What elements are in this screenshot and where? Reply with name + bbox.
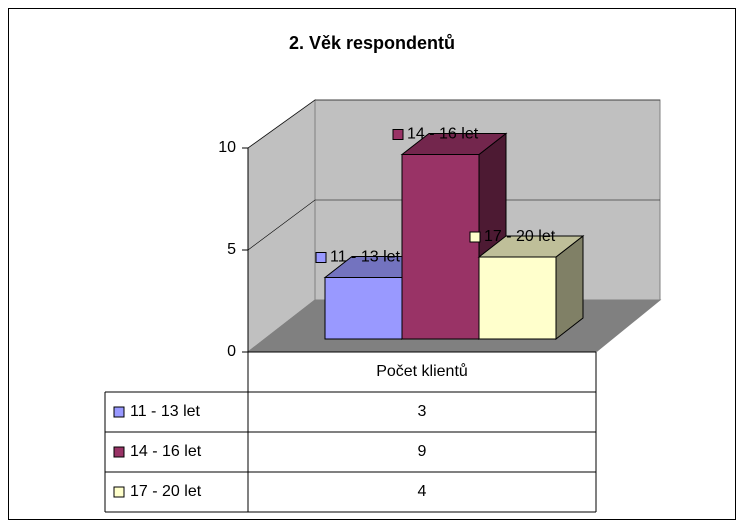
x-tick-label: Počet klientů	[376, 362, 468, 380]
chart-title: 2. Věk respondentů	[289, 33, 455, 53]
grid-line	[247, 199, 660, 251]
y-tick-label: 0	[227, 343, 236, 360]
bar	[400, 132, 508, 341]
data-label: 11 - 13 let	[330, 249, 401, 266]
y-tick-label: 10	[218, 139, 236, 156]
bar-front	[478, 256, 557, 340]
legend-key	[113, 406, 125, 418]
legend-label: 14 - 16 let	[130, 443, 202, 460]
legend-key	[113, 486, 125, 498]
data-label: 17 - 20 let	[484, 228, 556, 245]
bar-front	[401, 154, 480, 340]
y-tick-label: 5	[227, 241, 236, 258]
grid-line	[247, 99, 660, 149]
legend-key	[113, 446, 125, 458]
data-label: 14 - 16 let	[407, 126, 479, 143]
legend-label: 11 - 13 let	[130, 403, 201, 420]
table-value: 3	[418, 403, 427, 420]
bar-front	[324, 277, 403, 340]
table-value: 9	[418, 443, 427, 460]
legend-label: 17 - 20 let	[130, 483, 202, 500]
data-label-key	[469, 231, 481, 243]
bar	[477, 234, 585, 341]
data-label-key	[315, 252, 327, 263]
data-label-key	[392, 129, 404, 140]
table-value: 4	[418, 483, 427, 500]
